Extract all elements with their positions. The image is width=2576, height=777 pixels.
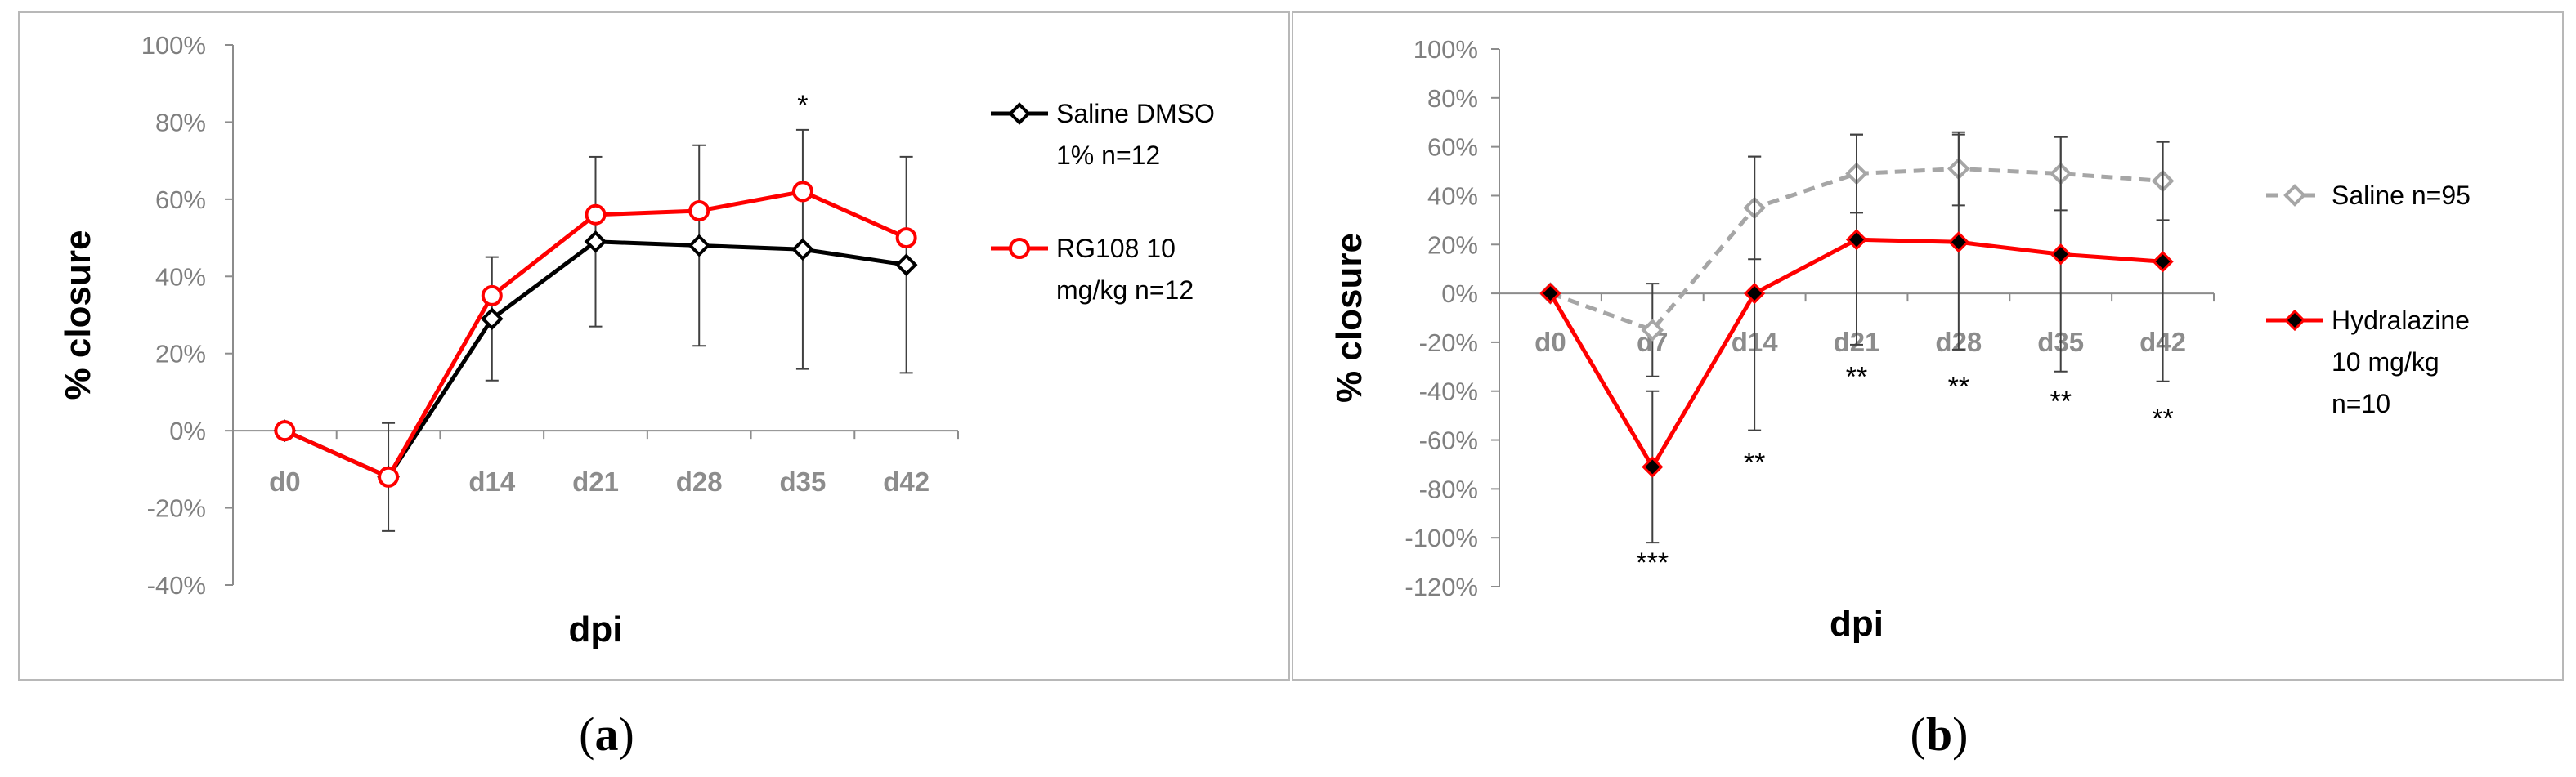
- legend-label: n=10: [2332, 389, 2390, 418]
- data-point: [791, 238, 814, 261]
- data-point: [1947, 231, 1969, 253]
- x-axis-title: dpi: [1830, 604, 1884, 644]
- data-point: [378, 466, 400, 488]
- panel-b-frame: [1292, 11, 2564, 681]
- data-point: [688, 200, 710, 222]
- x-axis-title: dpi: [569, 610, 623, 650]
- chart-panel-a: -40% -20% 0% 20% 40% 60% 80% 100% d0 d14 d21 d28 d35…: [58, 31, 1215, 650]
- y-tick-label: 20%: [155, 340, 206, 368]
- data-point: [894, 253, 918, 276]
- legend-marker: [2283, 309, 2306, 332]
- legend-label: Saline DMSO: [1056, 99, 1215, 128]
- x-tick-label: d0: [1534, 327, 1566, 357]
- data-point: [481, 284, 503, 306]
- y-tick-label: 40%: [155, 262, 206, 291]
- y-tick-label: -80%: [1419, 475, 1478, 503]
- panel-label-part: a: [595, 708, 619, 761]
- data-point: [1641, 319, 1664, 342]
- y-axis-title: % closure: [1329, 233, 1369, 403]
- y-tick-label: -60%: [1419, 426, 1478, 455]
- y-tick-label: 60%: [155, 185, 206, 214]
- legend-label: RG108 10: [1056, 234, 1176, 263]
- x-tick-label: d14: [468, 467, 516, 497]
- data-point: [688, 234, 711, 257]
- legend-entry: Saline DMSO 1% n=12: [991, 99, 1215, 170]
- data-point: [1539, 282, 1561, 305]
- chart-panel-b: -120% -100% -80% -60% -40% -20% 0% 20% 40% 60% 80%…: [1329, 35, 2471, 644]
- legend-entry: Saline n=95: [2266, 181, 2471, 210]
- data-point: [1642, 456, 1664, 478]
- x-tick-label: d21: [572, 467, 619, 497]
- y-tick-label: -20%: [147, 494, 206, 523]
- data-point: [2050, 243, 2072, 266]
- y-tick-label: 0%: [1441, 279, 1478, 308]
- data-point: [1744, 282, 1766, 305]
- legend-label: 1% n=12: [1056, 141, 1160, 170]
- data-point: [585, 203, 607, 226]
- y-tick-label: 20%: [1427, 230, 1478, 259]
- panel-a-frame: [18, 11, 1290, 681]
- legend-marker: [1009, 238, 1030, 259]
- x-tick-label: d35: [779, 467, 826, 497]
- panel-label-part: (: [1911, 708, 1926, 761]
- significance-annotation: ***: [1636, 547, 1669, 578]
- panel-label-part: ): [619, 708, 634, 761]
- y-tick-label: 100%: [141, 31, 206, 60]
- legend-marker: [2283, 184, 2306, 207]
- y-tick-label: 0%: [169, 417, 206, 445]
- legend-entry: Hydralazine 10 mg/kg n=10: [2266, 306, 2470, 418]
- y-tick-label: -40%: [147, 571, 206, 600]
- significance-annotation: **: [1948, 372, 1969, 403]
- y-tick-label: 100%: [1413, 35, 1478, 64]
- y-tick-label: 80%: [155, 108, 206, 136]
- significance-annotation: **: [1744, 447, 1765, 478]
- panel-label-part: (: [579, 708, 594, 761]
- y-tick-label: -40%: [1419, 377, 1478, 406]
- legend-label: Saline n=95: [2332, 181, 2471, 210]
- x-tick-label: d0: [269, 467, 301, 497]
- significance-annotation: **: [2050, 386, 2071, 418]
- y-axis-title: % closure: [58, 230, 98, 400]
- legend-marker: [1008, 102, 1031, 125]
- panel-label-part: b: [1926, 708, 1952, 761]
- data-point: [791, 181, 813, 203]
- x-tick-label: d28: [676, 467, 723, 497]
- significance-annotation: *: [797, 90, 808, 121]
- y-tick-label: -100%: [1404, 524, 1478, 552]
- x-tick-label: d42: [883, 467, 930, 497]
- series-1: [1539, 133, 2174, 544]
- significance-annotation: **: [2152, 404, 2173, 435]
- series-1: [274, 181, 917, 488]
- panel-label: (b): [1911, 708, 1969, 761]
- data-point: [584, 230, 607, 253]
- y-tick-label: -120%: [1404, 573, 1478, 601]
- data-point: [480, 307, 504, 331]
- panel-label-part: ): [1952, 708, 1968, 761]
- y-tick-label: 80%: [1427, 84, 1478, 113]
- legend-label: mg/kg n=12: [1056, 275, 1194, 305]
- data-point: [2152, 251, 2174, 273]
- legend-label: Hydralazine: [2332, 306, 2470, 335]
- y-tick-label: 40%: [1427, 181, 1478, 210]
- legend-label: 10 mg/kg: [2332, 347, 2439, 377]
- data-point: [1845, 229, 1868, 251]
- panel-label: (a): [579, 708, 634, 761]
- significance-annotation: **: [1846, 362, 1867, 393]
- y-tick-label: -20%: [1419, 328, 1478, 357]
- legend-entry: RG108 10 mg/kg n=12: [991, 234, 1194, 305]
- y-tick-label: 60%: [1427, 133, 1478, 162]
- data-point: [895, 227, 917, 249]
- data-point: [274, 420, 296, 442]
